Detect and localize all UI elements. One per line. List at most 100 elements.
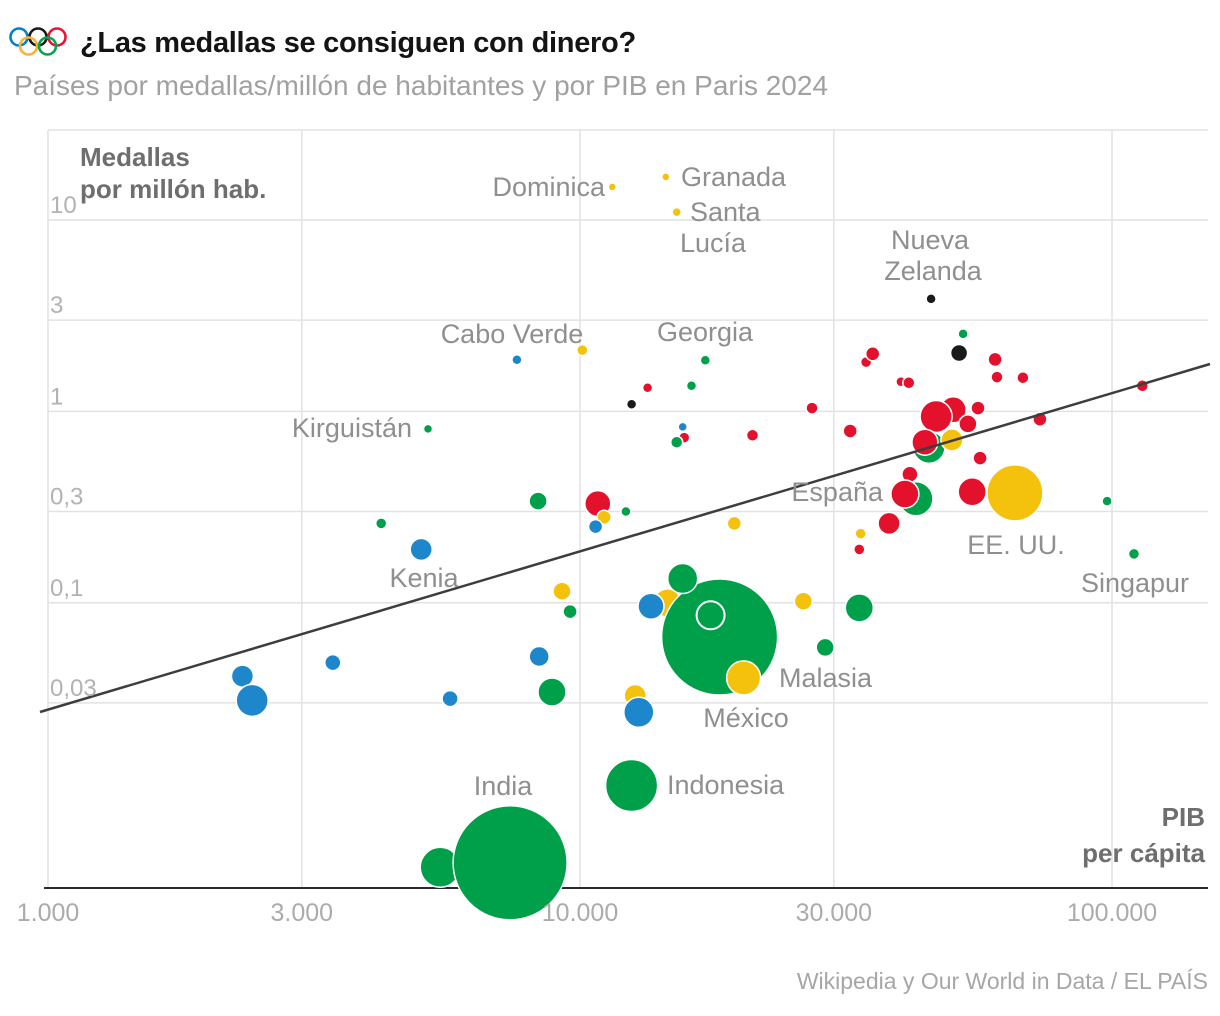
country-label-luc-a: Lucía — [680, 228, 747, 258]
bubble — [537, 677, 567, 707]
country-label-india: India — [474, 771, 534, 801]
y-tick-label: 1 — [50, 383, 63, 410]
country-label-nueva: Nueva — [891, 225, 970, 255]
country-label-georgia: Georgia — [657, 317, 754, 347]
bubble-kenia — [409, 537, 433, 562]
x-axis-title-line1: PIB — [1162, 802, 1205, 832]
country-label-espa-a: España — [791, 477, 884, 507]
country-label-granada: Granada — [681, 162, 787, 192]
olympic-ring — [37, 36, 58, 56]
bubble — [685, 380, 698, 392]
bubble — [695, 600, 726, 631]
bubble-indonesia — [604, 758, 659, 813]
bubble — [623, 696, 655, 729]
olympic-rings-icon — [9, 27, 67, 56]
bubble — [949, 343, 969, 363]
chart-title: ¿Las medallas se consiguen con dinero? — [80, 27, 636, 59]
bubble — [805, 401, 819, 415]
bubble — [587, 518, 604, 535]
bubble — [972, 450, 988, 466]
bubble — [666, 562, 699, 595]
bubble — [726, 515, 743, 532]
country-label-ee-uu-: EE. UU. — [967, 530, 1065, 560]
x-tick-label: 3.000 — [271, 899, 334, 927]
country-label-santa: Santa — [690, 197, 762, 227]
bubble — [1101, 495, 1113, 507]
olympic-ring — [18, 36, 39, 56]
bubble — [864, 346, 881, 362]
bubble-india — [452, 805, 568, 921]
bubble — [669, 435, 684, 449]
bubble — [562, 603, 578, 620]
bubble — [911, 428, 939, 456]
bubble — [441, 689, 459, 708]
x-tick-label: 10.000 — [542, 899, 618, 927]
y-tick-label: 0,03 — [50, 675, 97, 702]
bubble — [842, 423, 858, 439]
trend-line — [39, 362, 1211, 714]
x-tick-label: 100.000 — [1067, 899, 1157, 927]
country-label-zelanda: Zelanda — [884, 256, 983, 286]
bubble — [374, 517, 388, 530]
y-axis-title-line2: por millón hab. — [80, 174, 266, 204]
x-tick-label: 1.000 — [17, 899, 80, 927]
bubble-espana — [890, 479, 920, 509]
bubble — [1016, 370, 1030, 385]
bubble — [625, 398, 638, 410]
bubble-santa-lucia — [671, 206, 682, 218]
bubble — [902, 376, 916, 390]
y-tick-label: 3 — [50, 292, 63, 319]
bubble-dominica — [607, 182, 618, 192]
bubble — [793, 591, 814, 611]
bubble — [552, 581, 572, 601]
bubble — [958, 414, 978, 434]
country-label-singapur: Singapur — [1081, 568, 1189, 598]
y-tick-label: 10 — [50, 192, 77, 219]
bubble — [853, 543, 866, 556]
country-label-indonesia: Indonesia — [667, 770, 785, 800]
bubble-georgia — [699, 354, 712, 367]
bubble — [528, 645, 550, 668]
bubble — [815, 637, 835, 658]
y-tick-label: 0,1 — [50, 575, 83, 602]
chart-subtitle: Países por medallas/millón de habitantes… — [14, 70, 829, 101]
bubble — [745, 428, 760, 443]
bubble — [990, 370, 1004, 384]
bubble — [957, 328, 969, 340]
country-label-cabo-verde: Cabo Verde — [441, 319, 584, 349]
bubble — [620, 505, 632, 518]
bubble — [637, 592, 665, 620]
bubble — [235, 683, 269, 718]
bubble — [970, 400, 986, 416]
x-axis-title-line2: per cápita — [1082, 838, 1205, 868]
bubble-granada — [661, 172, 671, 182]
bubble-kirguistan — [422, 423, 434, 435]
country-label-kirguist-n: Kirguistán — [292, 413, 412, 443]
source-credit: Wikipedia y Our World in Data / EL PAÍS — [796, 968, 1208, 994]
bubble — [528, 491, 548, 511]
bubble — [987, 351, 1003, 368]
bubble — [919, 399, 953, 434]
bubble — [844, 593, 875, 623]
bubble-cabo-verde — [576, 343, 589, 357]
y-axis-title-line1: Medallas — [80, 142, 190, 172]
x-tick-label: 30.000 — [796, 899, 872, 927]
bubble — [877, 511, 901, 536]
bubble-eeuu — [986, 464, 1044, 522]
bubble-singapur — [1127, 547, 1141, 561]
bubble — [854, 527, 867, 540]
country-label-dominica: Dominica — [492, 172, 606, 202]
bubble — [677, 421, 688, 433]
country-label-kenia: Kenia — [389, 563, 459, 593]
bubble — [324, 653, 342, 672]
bubble-malasia — [725, 660, 762, 696]
bubble-nueva-zelanda — [925, 293, 937, 305]
country-label-malasia: Malasia — [779, 663, 873, 693]
country-label-m-xico: México — [703, 703, 789, 733]
bubble — [641, 381, 654, 394]
y-tick-label: 0,3 — [50, 483, 83, 510]
bubble — [511, 354, 523, 366]
bubble — [957, 477, 987, 507]
